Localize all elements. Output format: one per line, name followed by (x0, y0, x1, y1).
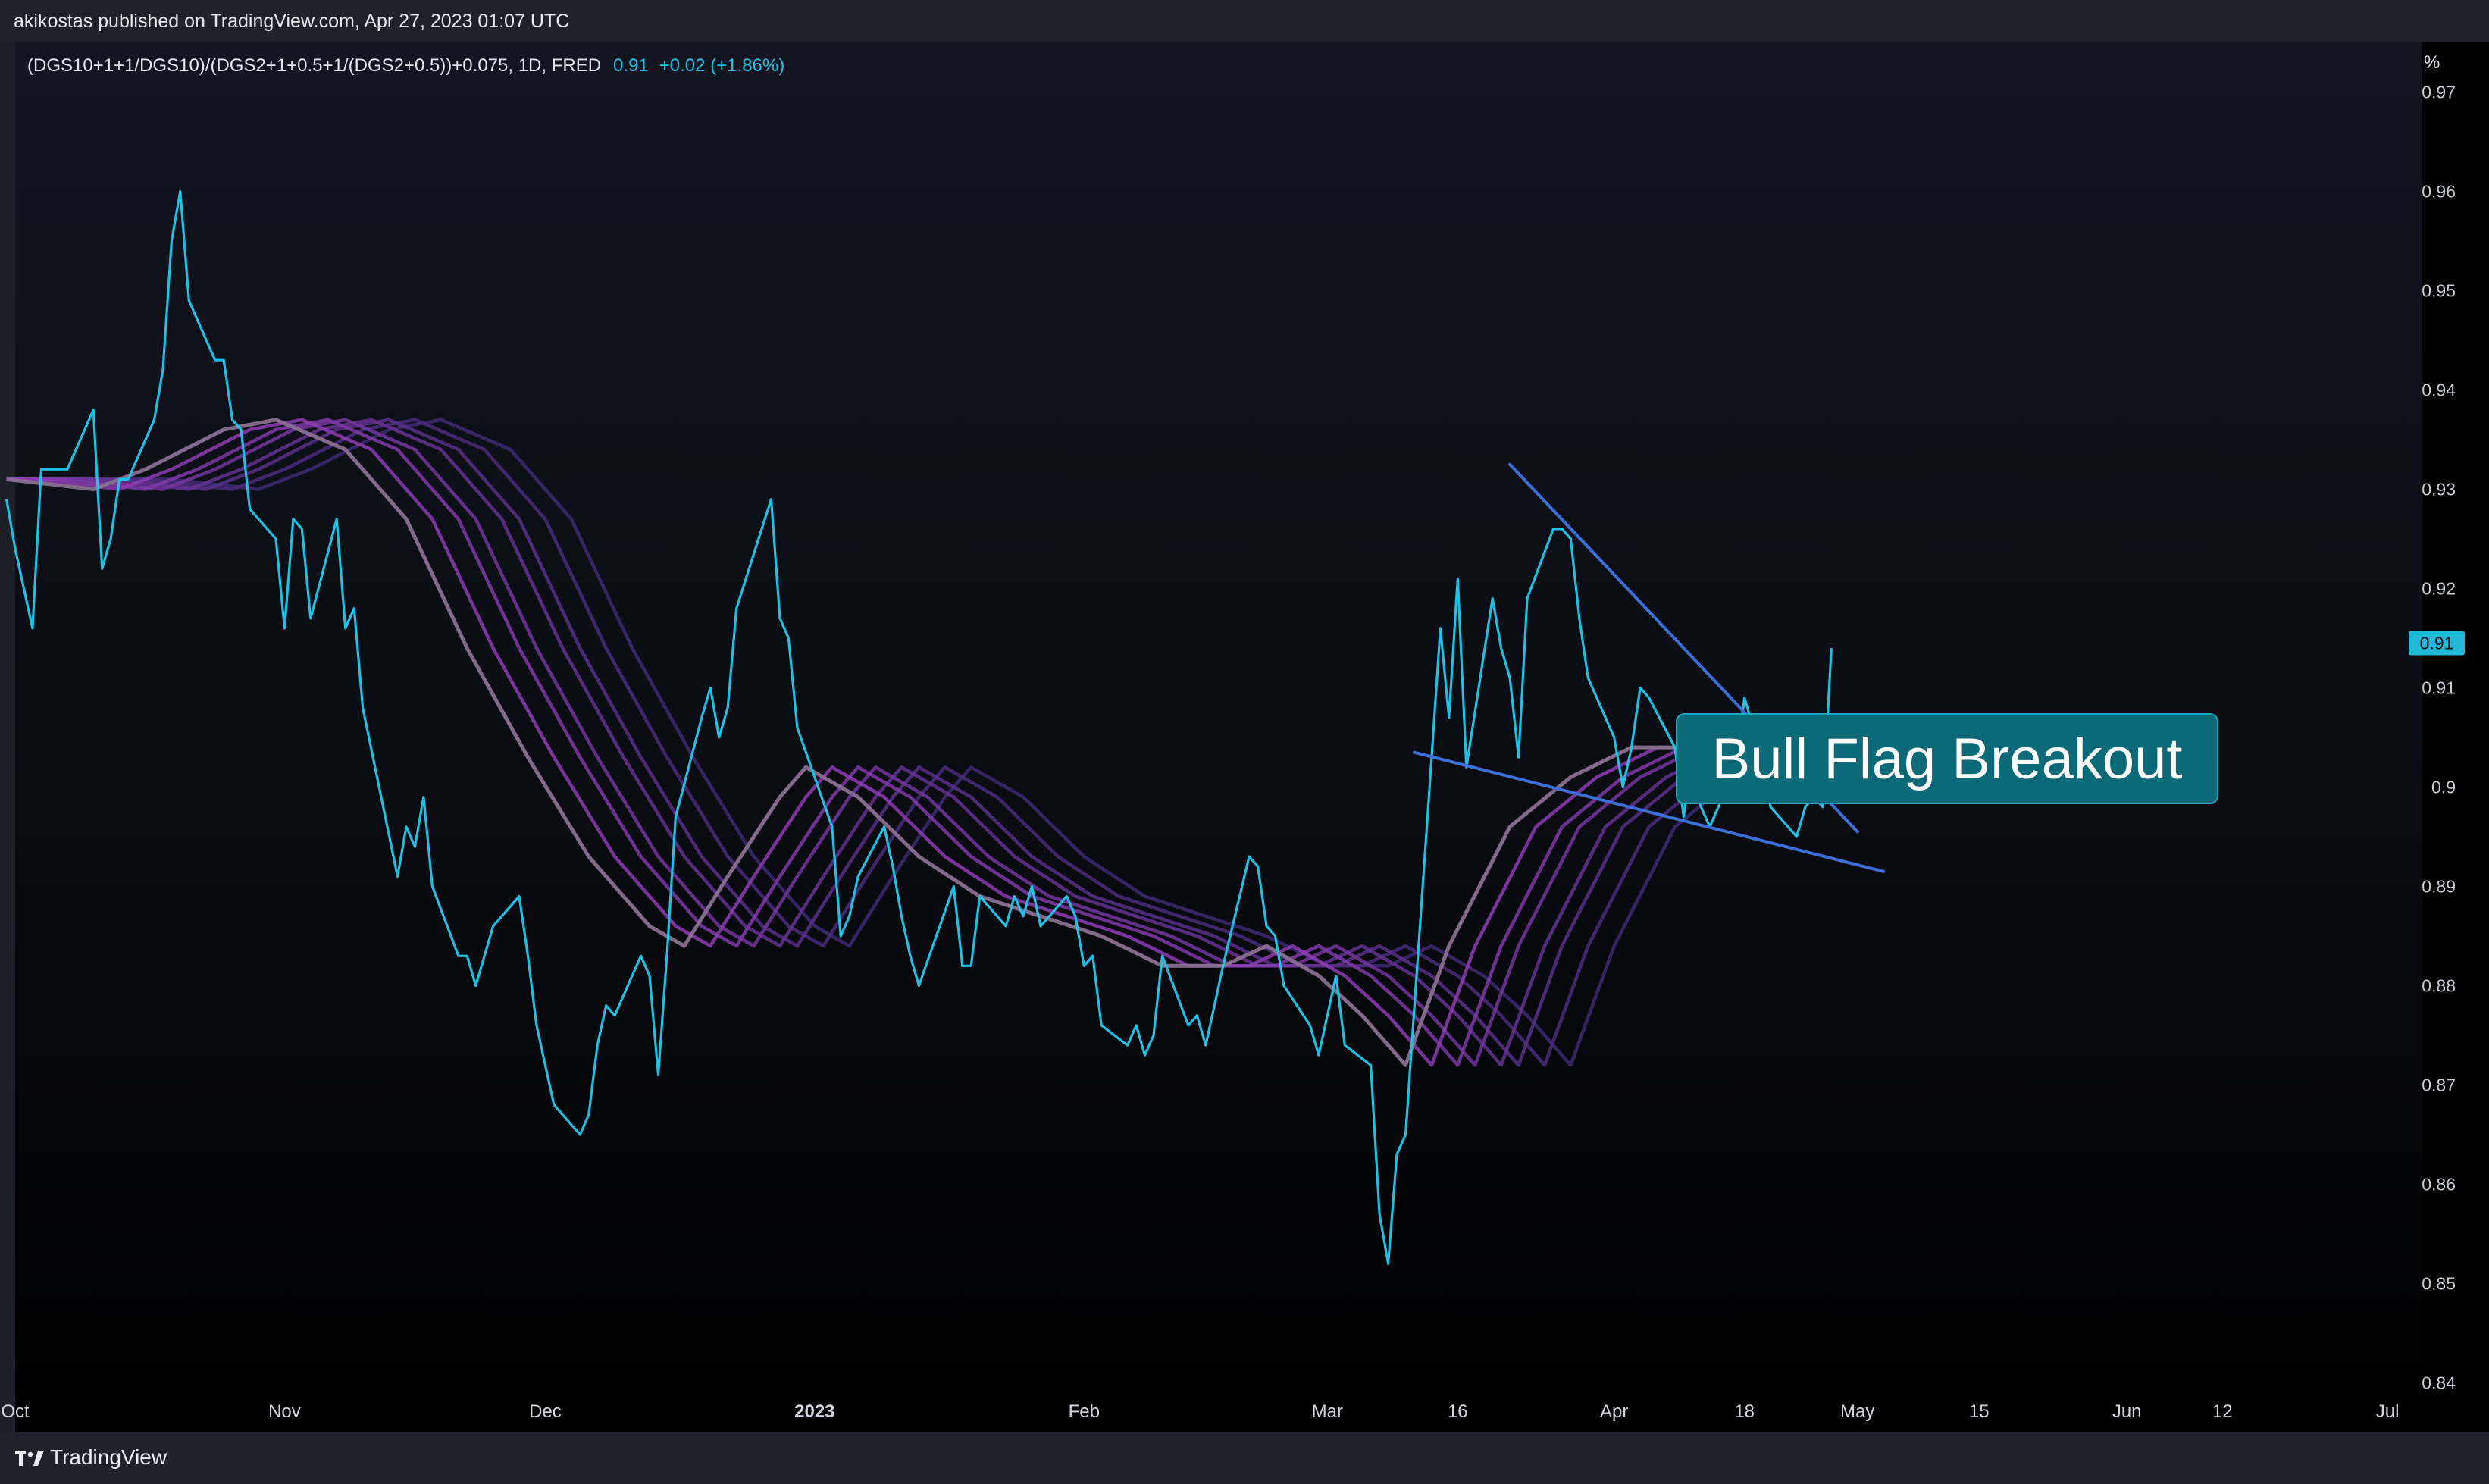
ma-ribbon (6, 418, 1832, 1067)
price-line (5, 189, 1833, 1265)
price-axis-pane[interactable] (2422, 42, 2489, 1432)
y-tick-label: 0.94 (2422, 380, 2456, 400)
x-tick-label: Feb (1069, 1401, 1100, 1422)
annotation-callout[interactable]: Bull Flag Breakout (1676, 713, 2218, 804)
ribbon-band-2 (6, 418, 1832, 1067)
y-tick-label: 0.92 (2422, 579, 2456, 599)
x-tick-label: 2023 (794, 1401, 834, 1422)
x-tick-label: Jun (2112, 1401, 2142, 1422)
x-tick-label: Dec (529, 1401, 562, 1422)
x-tick-label: 16 (1448, 1401, 1468, 1422)
annotation-text: Bull Flag Breakout (1712, 727, 2183, 791)
x-tick-label: 18 (1734, 1401, 1755, 1422)
last-value-badge: 0.91 (2409, 631, 2465, 656)
y-tick-label: 0.91 (2422, 678, 2456, 698)
x-tick-label: 15 (1969, 1401, 1990, 1422)
time-axis[interactable]: Oct Nov Dec 2023 Feb Mar 16 Apr 18 May 15 Jun 12 Jul (1, 1401, 2399, 1422)
ribbon-band-6 (6, 418, 1832, 1067)
x-tick-label: Nov (268, 1401, 301, 1422)
price-chart[interactable]: 0.97 0.96 0.95 0.94 0.93 0.92 0.91 0.9 0.89 0.88 0… (0, 0, 2489, 1432)
published-text: akikostas published on TradingView.com, … (14, 11, 570, 32)
tradingview-logo-icon[interactable] (15, 1448, 45, 1469)
footer-brand[interactable]: TradingView (50, 1445, 167, 1469)
y-tick-label: 0.9 (2431, 778, 2456, 797)
annotation-box[interactable] (1676, 713, 2218, 804)
ribbon-band-8 (6, 418, 1832, 1067)
y-tick-label: 0.93 (2422, 480, 2456, 499)
x-tick-label: Apr (1600, 1401, 1628, 1422)
price-axis[interactable]: 0.97 0.96 0.95 0.94 0.93 0.92 0.91 0.9 0.89 0.88 0… (2422, 83, 2456, 1393)
symbol-legend: (DGS10+1+1/DGS10)/(DGS2+1+0.5+1/(DGS2+0.… (27, 55, 784, 76)
axis-unit: % (2424, 52, 2440, 73)
y-tick-label: 0.84 (2422, 1373, 2456, 1393)
y-tick-label: 0.88 (2422, 976, 2456, 996)
y-tick-label: 0.85 (2422, 1274, 2456, 1294)
y-tick-label: 0.95 (2422, 281, 2456, 301)
symbol-last-value: 0.91 (613, 55, 649, 76)
y-tick-label: 0.97 (2422, 83, 2456, 102)
price-series (5, 189, 1833, 1265)
trendline-lower[interactable] (1412, 750, 1886, 873)
x-tick-label: 12 (2212, 1401, 2233, 1422)
last-value-badge-text: 0.91 (2420, 634, 2454, 653)
y-tick-label: 0.87 (2422, 1075, 2456, 1095)
ribbon-band-4 (6, 418, 1832, 1067)
x-tick-label: May (1840, 1401, 1874, 1422)
y-tick-label: 0.86 (2422, 1175, 2456, 1194)
x-tick-label: Mar (1312, 1401, 1343, 1422)
x-tick-label: Jul (2376, 1401, 2400, 1422)
last-value-badge-bg (2409, 631, 2465, 656)
symbol-name: (DGS10+1+1/DGS10)/(DGS2+1+0.5+1/(DGS2+0.… (27, 55, 601, 76)
ribbon-band-1 (6, 418, 1832, 1067)
y-tick-label: 0.89 (2422, 877, 2456, 897)
y-tick-label: 0.96 (2422, 182, 2456, 202)
symbol-change: +0.02 (+1.86%) (659, 55, 784, 76)
footer-bar: TradingView (0, 1432, 2489, 1484)
x-tick-label: Oct (1, 1401, 30, 1422)
published-header: akikostas published on TradingView.com, … (0, 0, 2489, 42)
